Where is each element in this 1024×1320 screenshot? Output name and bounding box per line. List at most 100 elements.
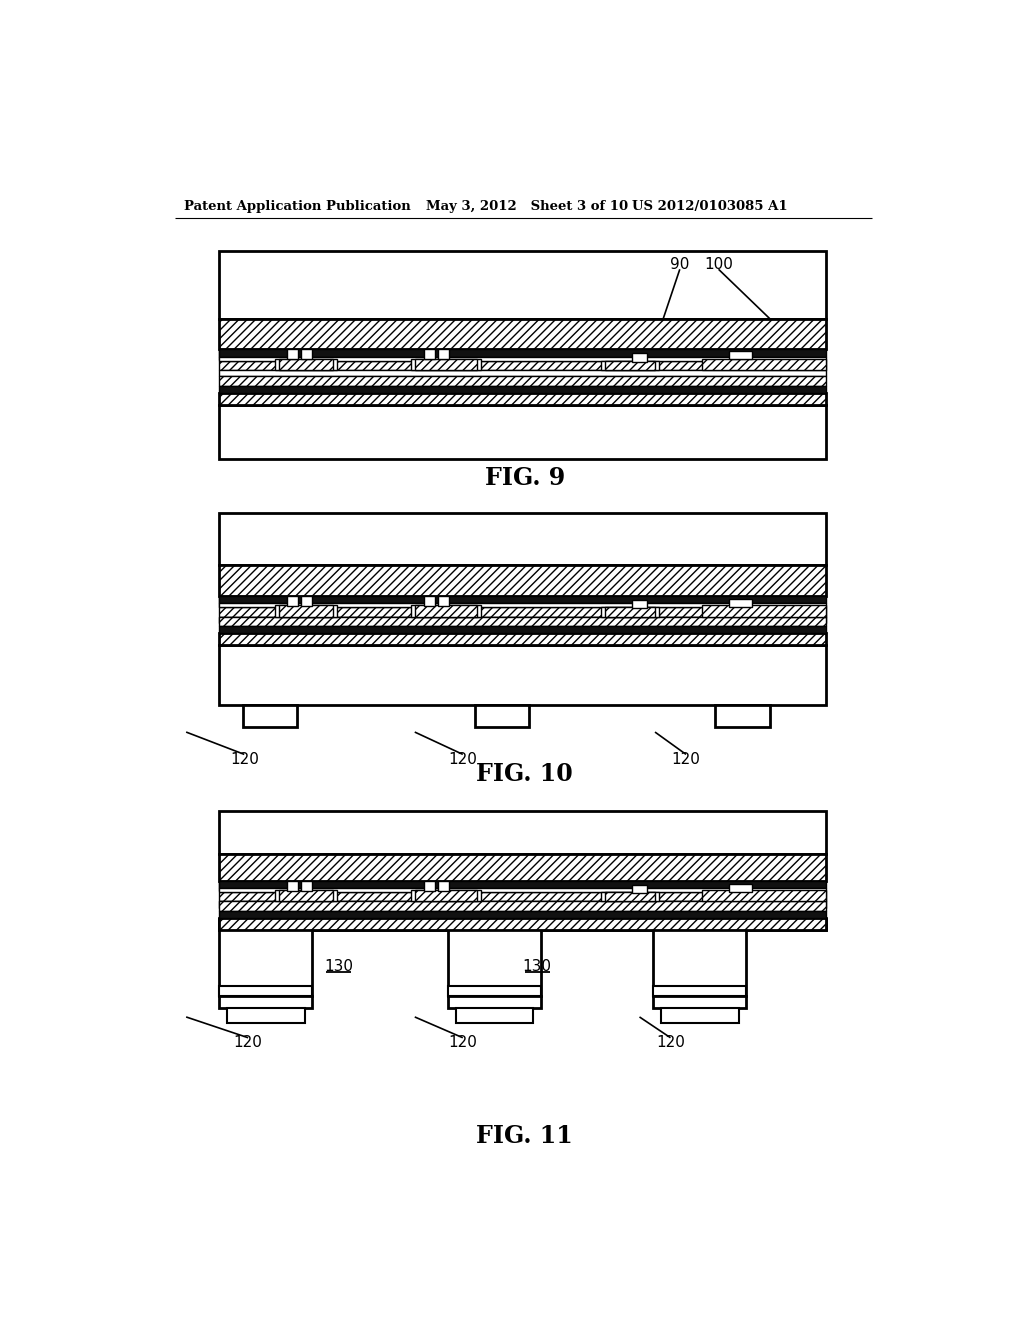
Bar [424, 350, 435, 359]
Bar [219, 318, 825, 350]
Bar [219, 634, 825, 645]
Bar [219, 616, 825, 623]
Bar [729, 884, 752, 892]
Text: FIG. 10: FIG. 10 [476, 763, 573, 787]
Bar [219, 358, 825, 360]
Bar [701, 359, 825, 370]
Bar [219, 405, 825, 459]
Bar [227, 1007, 305, 1023]
Bar [219, 911, 825, 919]
Bar [653, 986, 746, 997]
Text: Patent Application Publication: Patent Application Publication [183, 199, 411, 213]
Bar [729, 351, 752, 359]
Bar [411, 605, 480, 616]
Bar [287, 595, 298, 606]
Bar [219, 880, 825, 888]
Bar [219, 919, 312, 997]
Bar [219, 393, 825, 405]
Bar [219, 919, 825, 929]
Text: 120: 120 [672, 751, 700, 767]
Bar [701, 890, 825, 902]
Bar [219, 986, 312, 997]
Bar [219, 565, 825, 595]
Text: 120: 120 [449, 751, 477, 767]
Bar [287, 880, 298, 891]
Bar [275, 890, 337, 902]
Bar [219, 603, 825, 607]
Text: 100: 100 [705, 257, 733, 272]
Bar [424, 880, 435, 891]
Bar [301, 350, 311, 359]
Bar [438, 880, 449, 891]
Bar [438, 350, 449, 359]
Text: 120: 120 [449, 1035, 477, 1049]
Bar [632, 884, 647, 892]
Bar [275, 359, 337, 370]
Bar [415, 605, 477, 616]
Bar [219, 812, 825, 854]
Bar [219, 645, 825, 705]
Bar [287, 350, 298, 359]
Bar [219, 370, 825, 376]
Bar [653, 919, 746, 997]
Bar [411, 890, 480, 902]
Bar [601, 892, 658, 902]
Bar [219, 376, 825, 385]
Bar [219, 616, 825, 626]
Bar [301, 595, 311, 606]
Bar [601, 360, 658, 370]
Text: 130: 130 [522, 960, 552, 974]
Bar [449, 997, 541, 1007]
Bar [601, 607, 658, 616]
Text: FIG. 11: FIG. 11 [476, 1125, 573, 1148]
Bar [301, 880, 311, 891]
Text: 90: 90 [670, 257, 689, 272]
Bar [475, 705, 529, 726]
Bar [219, 626, 825, 634]
Bar [219, 360, 825, 370]
Bar [219, 902, 825, 908]
Bar [219, 595, 282, 607]
Bar [604, 607, 655, 616]
Bar [219, 350, 825, 358]
Bar [219, 919, 825, 929]
Bar [219, 385, 825, 393]
Bar [716, 705, 770, 726]
Text: 120: 120 [229, 751, 259, 767]
Bar [411, 359, 480, 370]
Bar [701, 605, 825, 616]
Text: 120: 120 [233, 1035, 262, 1049]
Bar [438, 595, 449, 606]
Bar [280, 890, 334, 902]
Bar [219, 902, 825, 911]
Text: US 2012/0103085 A1: US 2012/0103085 A1 [632, 199, 787, 213]
Bar [219, 854, 825, 880]
Bar [449, 919, 541, 997]
Text: FIG. 9: FIG. 9 [484, 466, 565, 490]
Bar [632, 354, 647, 362]
Bar [662, 1007, 738, 1023]
Bar [219, 880, 282, 891]
Bar [219, 888, 825, 892]
Bar [729, 599, 752, 607]
Bar [243, 705, 297, 726]
Bar [653, 997, 746, 1007]
Bar [456, 1007, 534, 1023]
Bar [604, 892, 655, 902]
Bar [219, 350, 282, 360]
Bar [219, 892, 825, 902]
Bar [604, 360, 655, 370]
Bar [424, 595, 435, 606]
Bar [449, 986, 541, 997]
Bar [415, 359, 477, 370]
Bar [275, 605, 337, 616]
Text: 120: 120 [656, 1035, 685, 1049]
Bar [219, 595, 825, 603]
Bar [219, 512, 825, 565]
Bar [219, 251, 825, 318]
Bar [632, 599, 647, 609]
Bar [415, 890, 477, 902]
Bar [219, 997, 312, 1007]
Bar [280, 359, 334, 370]
Text: 130: 130 [325, 960, 353, 974]
